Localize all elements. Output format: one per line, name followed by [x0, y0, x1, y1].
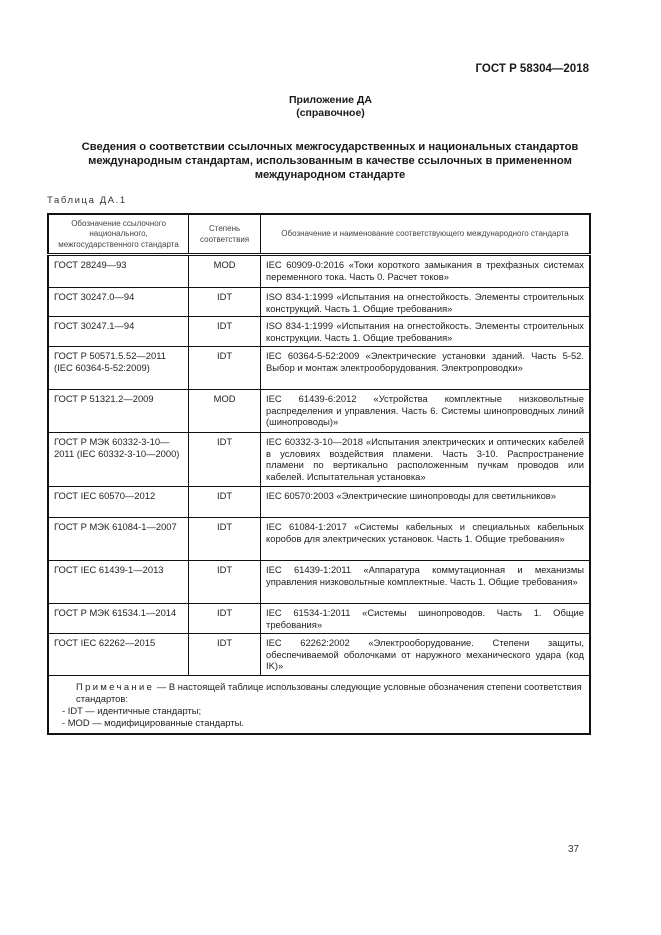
national-standard-cell: ГОСТ Р МЭК 61534.1—2014	[47, 603, 190, 635]
note-item-mod: - MOD — модифицированные стандарты.	[62, 717, 244, 729]
national-standard-cell: ГОСТ IEC 61439-1—2013	[47, 560, 190, 605]
national-standard-cell: ГОСТ IEC 62262—2015	[47, 633, 190, 677]
section-title: Сведения о соответствии ссылочных межгос…	[81, 141, 579, 181]
degree-cell: MOD	[188, 254, 262, 288]
international-standard-cell: IEC 61534-1:2011 «Системы шинопроводов. …	[260, 603, 591, 635]
appendix-subtitle: (справочное)	[296, 107, 365, 119]
table-row: ГОСТ Р МЭК 61534.1—2014 IDT IEC 61534-1:20…	[47, 603, 591, 635]
table-row: ГОСТ 28249—93 MOD IEC 60909-0:2016 «Токи к…	[47, 254, 591, 288]
degree-cell: IDT	[188, 432, 262, 488]
national-standard-cell: ГОСТ IEC 60570—2012	[47, 486, 190, 519]
degree-cell: MOD	[188, 389, 262, 434]
table-row: ГОСТ Р 51321.2—2009 MOD IEC 61439-6:2012 «…	[47, 389, 591, 434]
national-standard-cell: ГОСТ 30247.1—94	[47, 316, 190, 348]
table-row: ГОСТ Р 50571.5.52—2011 (IEC 60364-5-52:2…	[47, 346, 591, 391]
table-row: ГОСТ IEC 62262—2015 IDT IEC 62262:2002 «Эл…	[47, 633, 591, 677]
table-header-row: Обозначение ссылочного национального, ме…	[47, 213, 591, 256]
table-caption: Таблица ДА.1	[47, 195, 127, 206]
national-standard-cell: ГОСТ 30247.0—94	[47, 286, 190, 318]
national-standard-cell: ГОСТ Р МЭК 61084-1—2007	[47, 517, 190, 562]
international-standard-cell: IEC 60909-0:2016 «Токи короткого замыкан…	[260, 254, 591, 288]
table-row: ГОСТ 30247.0—94 IDT ISO 834-1:1999 «Испыта…	[47, 286, 591, 318]
degree-cell: IDT	[188, 286, 262, 318]
correspondence-table: Обозначение ссылочного национального, ме…	[47, 213, 591, 736]
table-row: ГОСТ Р МЭК 61084-1—2007 IDT IEC 61084-1:20…	[47, 517, 591, 562]
international-standard-cell: IEC 62262:2002 «Электрооборудование. Сте…	[260, 633, 591, 677]
table-row: ГОСТ 30247.1—94 IDT ISO 834-1:1999 «Испыта…	[47, 316, 591, 348]
degree-cell: IDT	[188, 633, 262, 677]
degree-cell: IDT	[188, 316, 262, 348]
page-number: 37	[568, 844, 580, 855]
header-national-standard: Обозначение ссылочного национального, ме…	[47, 213, 190, 256]
international-standard-cell: ISO 834-1:1999 «Испытания на огнестойкос…	[260, 286, 591, 318]
international-standard-cell: IEC 60332-3-10—2018 «Испытания электриче…	[260, 432, 591, 488]
national-standard-cell: ГОСТ Р 50571.5.52—2011 (IEC 60364-5-52:2…	[47, 346, 190, 391]
international-standard-cell: IEC 60364-5-52:2009 «Электрические устан…	[260, 346, 591, 391]
table-row: ГОСТ Р МЭК 60332-3-10—2011 (IEC 60332-3-…	[47, 432, 591, 488]
table-row: ГОСТ IEC 61439-1—2013 IDT IEC 61439-1:2011…	[47, 560, 591, 605]
national-standard-cell: ГОСТ Р 51321.2—2009	[47, 389, 190, 434]
international-standard-cell: IEC 61439-6:2012 «Устройства комплектные…	[260, 389, 591, 434]
international-standard-cell: ISO 834-1:1999 «Испытания на огнестойкос…	[260, 316, 591, 348]
degree-cell: IDT	[188, 603, 262, 635]
degree-cell: IDT	[188, 346, 262, 391]
note-text: — В настоящей таблице использованы следу…	[76, 681, 582, 705]
national-standard-cell: ГОСТ Р МЭК 60332-3-10—2011 (IEC 60332-3-…	[47, 432, 190, 488]
note-label: Примечание	[76, 681, 155, 693]
table-note: Примечание — В настоящей таблице использ…	[47, 675, 591, 735]
degree-cell: IDT	[188, 517, 262, 562]
international-standard-cell: IEC 61439-1:2011 «Аппаратура коммутацион…	[260, 560, 591, 605]
international-standard-cell: IEC 60570:2003 «Электрические шинопровод…	[260, 486, 591, 519]
national-standard-cell: ГОСТ 28249—93	[47, 254, 190, 288]
note-item-idt: - IDT — идентичные стандарты;	[62, 705, 202, 717]
appendix-title: Приложение ДА	[289, 94, 372, 106]
header-international-standard: Обозначение и наименование соответствующ…	[260, 213, 591, 256]
table-row: ГОСТ IEC 60570—2012 IDT IEC 60570:2003 «Эл…	[47, 486, 591, 519]
appendix-heading: Приложение ДА (справочное)	[0, 94, 661, 120]
degree-cell: IDT	[188, 486, 262, 519]
international-standard-cell: IEC 61084-1:2017 «Системы кабельных и сп…	[260, 517, 591, 562]
document-id-header: ГОСТ Р 58304—2018	[475, 63, 589, 75]
header-degree: Степень соответствия	[188, 213, 262, 256]
degree-cell: IDT	[188, 560, 262, 605]
table-note-row: Примечание — В настоящей таблице использ…	[47, 675, 591, 735]
